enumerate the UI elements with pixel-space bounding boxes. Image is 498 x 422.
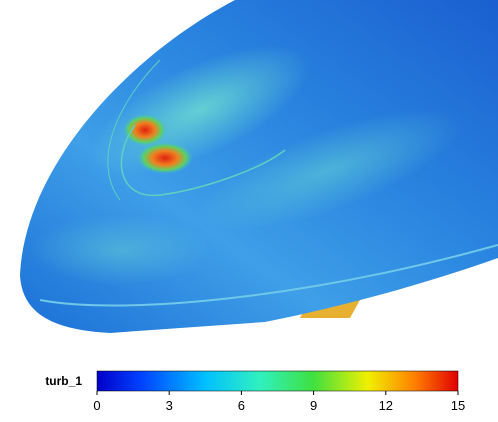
scene: turb_1 0 3 6 9 12 15: [0, 0, 498, 417]
vehicle-nose: [20, 0, 498, 333]
colorbar-scale: [97, 371, 458, 391]
tick-label: 3: [166, 398, 173, 413]
tick-label: 9: [310, 398, 317, 413]
tick-label: 6: [238, 398, 245, 413]
colorbar-label: turb_1: [45, 374, 82, 388]
tick-label: 12: [379, 398, 393, 413]
colorbar: turb_1: [45, 371, 458, 391]
tick-label: 0: [93, 398, 100, 413]
tick-label: 15: [451, 398, 465, 413]
